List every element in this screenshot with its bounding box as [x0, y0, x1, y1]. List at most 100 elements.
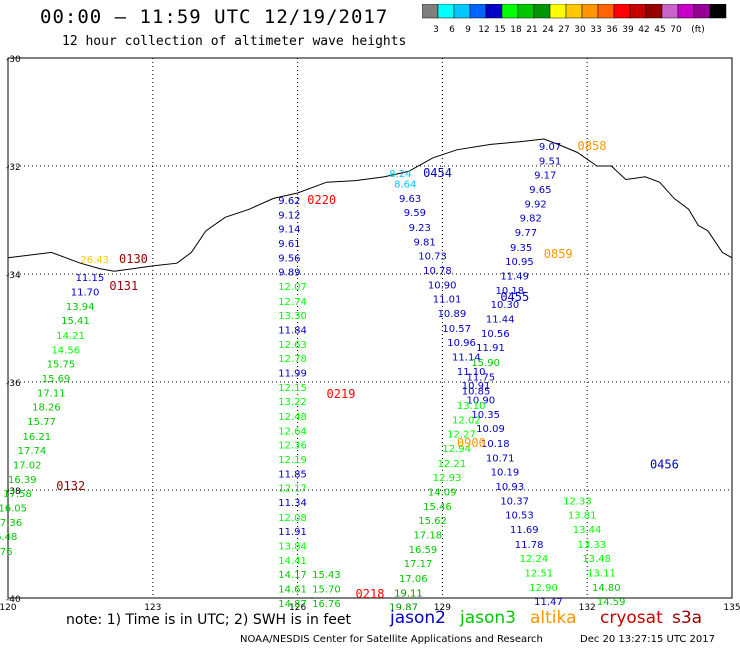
wave-height-label: 17.18: [413, 531, 442, 542]
wave-height-label: 9.89: [278, 268, 300, 279]
wave-height-label: 11.75: [467, 372, 496, 383]
lon-tick-label: 123: [144, 603, 161, 610]
wave-height-label: 9.12: [278, 210, 300, 221]
wave-height-label: 11.78: [515, 540, 544, 551]
wave-height-label: 15.43: [312, 570, 341, 581]
pass-time-label: 0130: [119, 252, 148, 266]
wave-height-label: 10.30: [491, 300, 520, 311]
wave-height-label: 10.53: [505, 511, 534, 522]
wave-height-label: 16.39: [8, 475, 37, 486]
wave-height-label: 17.74: [18, 446, 47, 457]
wave-height-label: 12.24: [520, 554, 549, 565]
coastline: [7, 138, 733, 272]
colorbar-label: 9: [465, 25, 471, 35]
map-subtitle: 12 hour collection of altimeter wave hei…: [62, 34, 407, 49]
wave-height-label: 16.76: [312, 599, 341, 610]
colorbar-label: 33: [590, 25, 601, 35]
wave-height-label: 11.84: [278, 325, 307, 336]
wave-height-label: 11.49: [500, 271, 529, 282]
colorbar-label: 45: [654, 25, 665, 35]
wave-height-label: 26.43: [80, 255, 109, 266]
wave-height-label: 8.64: [394, 180, 416, 191]
wave-height-label: 15.70: [312, 585, 341, 596]
colorbar-label: 27: [558, 25, 569, 35]
colorbar-label: 42: [638, 25, 649, 35]
wave-height-label: 9.63: [399, 194, 421, 205]
wave-height-label: 13.30: [278, 311, 307, 322]
wave-height-label: 10.90: [467, 396, 496, 407]
wave-height-label: 13.94: [66, 302, 95, 313]
wave-height-label: 12.51: [524, 568, 553, 579]
pass-time-label: 0218: [356, 587, 385, 601]
wave-height-label: 9.56: [278, 254, 300, 265]
wave-height-label: 13.11: [587, 568, 616, 579]
wave-height-label: 9.14: [278, 224, 300, 235]
wave-height-label: 15.41: [61, 316, 90, 327]
wave-height-label: 12.64: [278, 426, 307, 437]
wave-height-label: 15.62: [418, 516, 447, 527]
lon-tick-label: 135: [723, 603, 740, 610]
colorbar-swatch: [709, 4, 727, 19]
wave-height-label: 12.02: [452, 416, 481, 427]
pass-time-label: 0132: [56, 479, 85, 493]
wave-height-label: 9.62: [278, 196, 300, 207]
wave-height-label: 14.21: [56, 331, 85, 342]
wave-height-label: 16.21: [22, 432, 51, 443]
colorbar-label: 21: [526, 25, 537, 35]
lat-tick-label: -36: [6, 379, 21, 389]
wave-height-label: 13.33: [578, 540, 607, 551]
lat-tick-label: -34: [6, 271, 21, 281]
pass-time-label: 0219: [327, 387, 356, 401]
wave-height-label: 11.91: [476, 343, 505, 354]
footer-note: note: 1) Time is in UTC; 2) SWH is in fe…: [66, 612, 351, 628]
credit-date: Dec 20 13:27:15 UTC 2017: [580, 634, 715, 645]
wave-height-label: 10.37: [500, 497, 529, 508]
lon-tick-label: 132: [579, 603, 596, 610]
pass-time-label: 0900: [457, 436, 486, 450]
wave-height-label: 13.81: [568, 511, 597, 522]
satellite-legend-jason2: jason2: [390, 608, 446, 628]
wave-height-label: 12.19: [278, 455, 307, 466]
colorbar-label: 39: [622, 25, 634, 35]
wave-height-label: 17.11: [37, 389, 66, 400]
wave-height-label: 10.57: [442, 324, 471, 335]
wave-height-label: 11.85: [278, 470, 307, 481]
wave-height-label: 9.65: [529, 185, 551, 196]
wave-height-label: 11.70: [71, 288, 100, 299]
satellite-legend-s3a: s3a: [672, 608, 703, 628]
wave-height-label: 19.11: [394, 588, 423, 599]
lat-tick-label: -38: [6, 487, 21, 497]
wave-height-label: 10.85: [462, 386, 491, 397]
wave-height-label: 10.71: [486, 453, 515, 464]
wave-height-label: 9.77: [515, 228, 537, 239]
wave-height-label: 12.21: [438, 459, 467, 470]
wave-height-label: 11.01: [433, 295, 462, 306]
wave-height-label: 16.76: [0, 547, 13, 558]
credit-text: NOAA/NESDIS Center for Satellite Applica…: [240, 634, 543, 645]
wave-height-label: 12.07: [278, 282, 307, 293]
wave-height-label: 11.34: [278, 498, 307, 509]
wave-height-label: 12.90: [529, 583, 558, 594]
wave-height-label: 13.44: [573, 525, 602, 536]
pass-time-label: 0456: [650, 457, 679, 471]
wave-height-label: 12.17: [278, 484, 307, 495]
wave-height-label: 12.36: [278, 440, 307, 451]
wave-height-label: 14.56: [51, 345, 80, 356]
colorbar-label: 18: [510, 25, 522, 35]
wave-height-label: 14.80: [592, 583, 621, 594]
wave-height-label: 17.58: [3, 489, 32, 500]
wave-height-label: 17.17: [404, 559, 433, 570]
wave-height-label: 17.06: [399, 574, 428, 585]
wave-height-label: 12.74: [278, 297, 307, 308]
colorbar-label: 36: [606, 25, 618, 35]
wave-height-label: 10.19: [491, 467, 520, 478]
lat-tick-label: -40: [6, 595, 21, 605]
wave-height-label: 10.95: [505, 257, 534, 268]
wave-height-label: 9.51: [539, 156, 561, 167]
satellite-legend-jason3: jason3: [460, 608, 516, 628]
wave-height-label: 12.93: [433, 473, 462, 484]
pass-time-label: 0858: [578, 139, 607, 153]
wave-height-label: 12.94: [442, 444, 471, 455]
wave-height-label: 10.96: [447, 338, 476, 349]
wave-height-label: 12.48: [278, 412, 307, 423]
